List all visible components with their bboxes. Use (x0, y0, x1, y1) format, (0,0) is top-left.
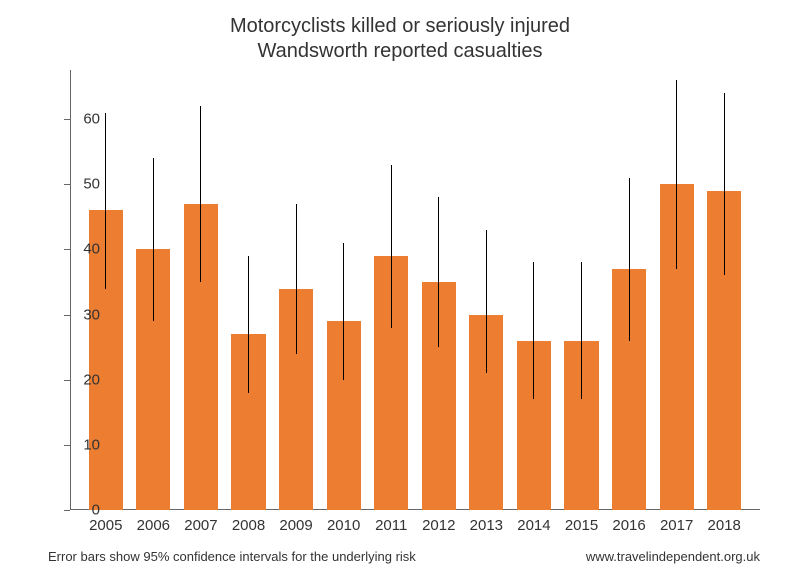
chart-title-line2: Wandsworth reported casualties (0, 39, 800, 64)
bar-group (272, 80, 320, 510)
bar-group (320, 80, 368, 510)
footer-source: www.travelindependent.org.uk (586, 549, 760, 564)
bar-group (605, 80, 653, 510)
y-tick-label: 0 (60, 502, 100, 519)
bar-group (700, 80, 748, 510)
error-bar (486, 230, 487, 373)
x-tick-label: 2006 (137, 517, 170, 534)
x-tick-label: 2009 (279, 517, 312, 534)
error-bar (724, 93, 725, 275)
error-bar (248, 256, 249, 393)
x-tick-label: 2015 (565, 517, 598, 534)
y-tick-label: 20 (60, 371, 100, 388)
x-tick-label: 2017 (660, 517, 693, 534)
y-tick-label: 50 (60, 176, 100, 193)
chart-title-line1: Motorcyclists killed or seriously injure… (0, 14, 800, 39)
error-bar (105, 113, 106, 289)
bars-layer (70, 80, 760, 510)
y-tick-label: 40 (60, 241, 100, 258)
error-bar (391, 165, 392, 328)
bar-group (510, 80, 558, 510)
x-tick-label: 2018 (708, 517, 741, 534)
bar-group (558, 80, 606, 510)
x-tick-label: 2008 (232, 517, 265, 534)
bar-group (130, 80, 178, 510)
error-bar (676, 80, 677, 269)
error-bar (581, 262, 582, 399)
error-bar (153, 158, 154, 321)
error-bar (200, 106, 201, 282)
error-bar (533, 262, 534, 399)
x-tick-label: 2012 (422, 517, 455, 534)
x-tick-label: 2005 (89, 517, 122, 534)
x-tick-label: 2011 (375, 517, 407, 534)
plot-area: 2005200620072008200920102011201220132014… (70, 80, 760, 510)
y-tick-label: 60 (60, 111, 100, 128)
footer-note: Error bars show 95% confidence intervals… (48, 549, 416, 564)
error-bar (296, 204, 297, 354)
x-tick-label: 2016 (612, 517, 645, 534)
bar-group (367, 80, 415, 510)
y-tick-label: 10 (60, 436, 100, 453)
x-tick-label: 2014 (517, 517, 550, 534)
x-tick-label: 2013 (470, 517, 503, 534)
x-tick-label: 2010 (327, 517, 360, 534)
error-bar (629, 178, 630, 341)
bar-group (225, 80, 273, 510)
bar-group (463, 80, 511, 510)
error-bar (438, 197, 439, 347)
bar-group (415, 80, 463, 510)
x-tick-label: 2007 (184, 517, 217, 534)
y-tick-label: 30 (60, 306, 100, 323)
chart-title: Motorcyclists killed or seriously injure… (0, 14, 800, 64)
chart-container: Motorcyclists killed or seriously injure… (0, 0, 800, 580)
error-bar (343, 243, 344, 380)
bar-group (653, 80, 701, 510)
bar-group (177, 80, 225, 510)
